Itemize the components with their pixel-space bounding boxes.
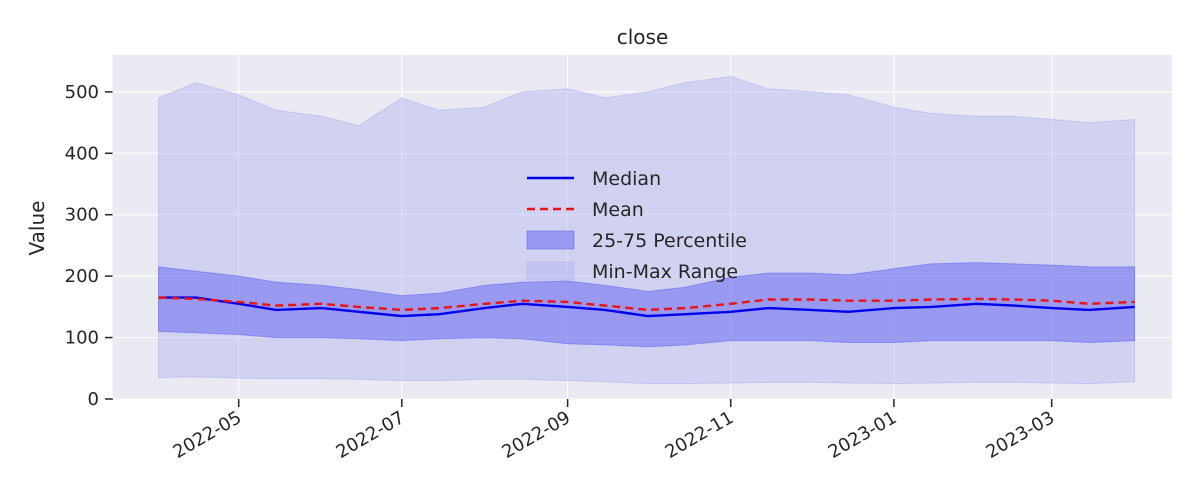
y-tick-label: 400 — [65, 143, 99, 164]
x-tick-label: 2023-01 — [825, 407, 901, 463]
chart-title: close — [617, 25, 669, 49]
y-tick-label: 500 — [65, 82, 99, 103]
y-axis-title: Value — [25, 201, 49, 256]
mean-line — [158, 296, 1135, 312]
x-tick-label: 2022-09 — [498, 407, 574, 463]
legend-label-mean: Mean — [592, 199, 644, 221]
band-areas — [158, 75, 1136, 385]
legend: Median Mean 25-75 Percentile Min-Max Range — [526, 168, 747, 283]
y-tick-label: 0 — [88, 389, 99, 410]
series-lines — [158, 296, 1135, 318]
percentile-band — [158, 262, 1136, 348]
legend-swatch-min-max-range — [526, 261, 575, 281]
legend-swatch-25-75-percentile — [526, 230, 575, 250]
y-tick-label: 100 — [65, 328, 99, 349]
legend-label-25-75-percentile: 25-75 Percentile — [592, 230, 747, 252]
x-tick-label: 2023-03 — [983, 407, 1059, 463]
median-line — [158, 296, 1135, 318]
y-tick-label: 200 — [65, 266, 99, 287]
y-tick-label: 300 — [65, 205, 99, 226]
x-tick-label: 2022-11 — [662, 407, 738, 463]
x-tick-label: 2022-07 — [333, 407, 409, 463]
legend-label-min-max-range: Min-Max Range — [592, 261, 738, 283]
x-tick-label: 2022-05 — [170, 407, 246, 463]
legend-label-median: Median — [592, 168, 661, 190]
